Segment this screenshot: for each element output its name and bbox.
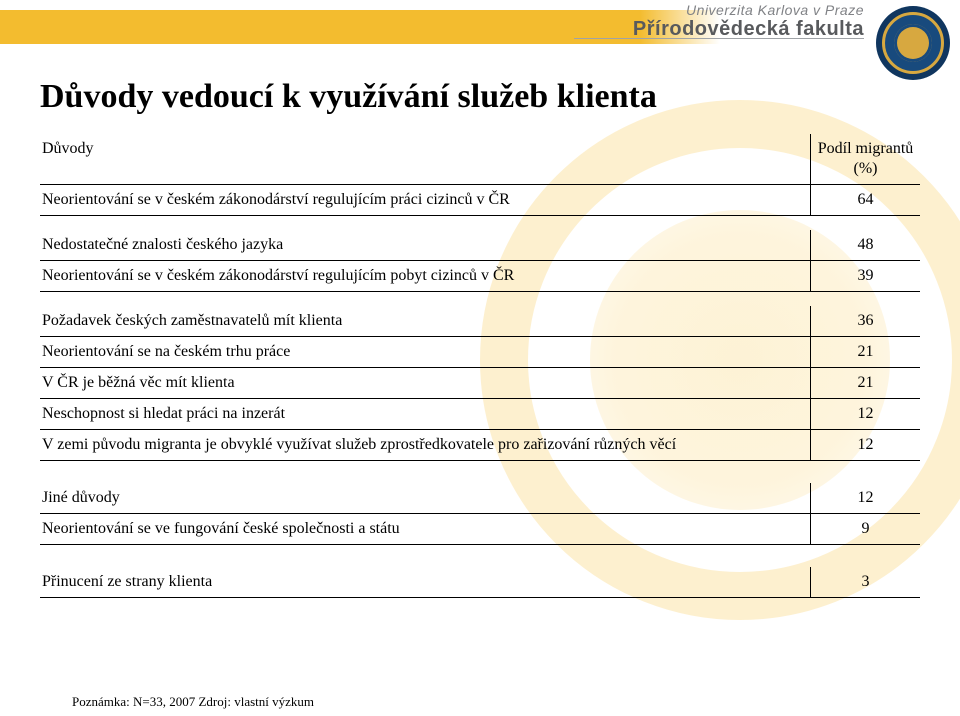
row-label: V zemi původu migranta je obvyklé využív… [40, 430, 810, 460]
row-value: 64 [810, 185, 920, 215]
row-value: 21 [810, 368, 920, 398]
row-label: Důvody [40, 134, 810, 184]
row-label: V ČR je běžná věc mít klienta [40, 368, 810, 398]
row-value: Podíl migrantů (%) [810, 134, 920, 184]
row-value: 21 [810, 337, 920, 367]
table-row: Jiné důvody12 [40, 483, 920, 514]
header-gold-bar [0, 10, 640, 44]
row-label: Neorientování se v českém zákonodárství … [40, 185, 810, 215]
university-name: Univerzita Karlova v Praze [633, 2, 864, 18]
row-value: 12 [810, 430, 920, 460]
reasons-table: DůvodyPodíl migrantů (%)Neorientování se… [40, 134, 920, 598]
table-row: Neorientování se na českém trhu práce21 [40, 337, 920, 368]
table-row: Přinucení ze strany klienta3 [40, 567, 920, 598]
row-value: 12 [810, 483, 920, 513]
slide-content: Důvody vedoucí k využívání služeb klient… [40, 78, 920, 598]
row-value: 12 [810, 399, 920, 429]
row-label: Neorientování se ve fungování české spol… [40, 514, 810, 544]
group-spacer [40, 545, 920, 567]
table-row: V ČR je běžná věc mít klienta21 [40, 368, 920, 399]
row-value: 36 [810, 306, 920, 336]
page-title: Důvody vedoucí k využívání služeb klient… [40, 78, 920, 116]
row-label: Přinucení ze strany klienta [40, 567, 810, 597]
header-rule [574, 38, 864, 39]
footnote: Poznámka: N=33, 2007 Zdroj: vlastní výzk… [72, 694, 314, 710]
row-label: Požadavek českých zaměstnavatelů mít kli… [40, 306, 810, 336]
faculty-seal-icon [876, 6, 950, 80]
header-band: Univerzita Karlova v Praze Přírodovědeck… [0, 0, 960, 52]
table-row: Neorientování se v českém zákonodárství … [40, 261, 920, 292]
group-spacer [40, 292, 920, 306]
row-value: 9 [810, 514, 920, 544]
row-value: 3 [810, 567, 920, 597]
row-label: Neorientování se v českém zákonodárství … [40, 261, 810, 291]
group-spacer [40, 216, 920, 230]
table-row: DůvodyPodíl migrantů (%) [40, 134, 920, 185]
table-row: Požadavek českých zaměstnavatelů mít kli… [40, 306, 920, 337]
row-label: Neorientování se na českém trhu práce [40, 337, 810, 367]
table-row: Neorientování se ve fungování české spol… [40, 514, 920, 545]
row-label: Nedostatečné znalosti českého jazyka [40, 230, 810, 260]
row-value: 48 [810, 230, 920, 260]
table-row: Neschopnost si hledat práci na inzerát12 [40, 399, 920, 430]
table-row: Neorientování se v českém zákonodárství … [40, 185, 920, 216]
row-label: Jiné důvody [40, 483, 810, 513]
row-value: 39 [810, 261, 920, 291]
table-row: Nedostatečné znalosti českého jazyka48 [40, 230, 920, 261]
table-row: V zemi původu migranta je obvyklé využív… [40, 430, 920, 461]
group-spacer [40, 461, 920, 483]
row-label: Neschopnost si hledat práci na inzerát [40, 399, 810, 429]
